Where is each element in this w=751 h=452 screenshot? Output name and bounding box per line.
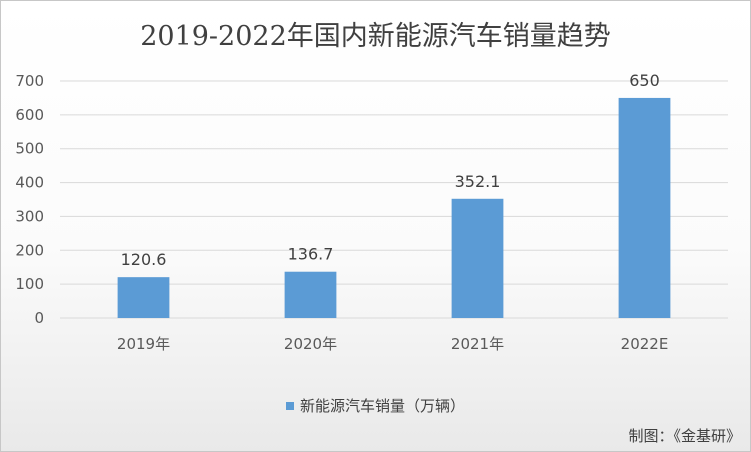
y-tick-label: 600 <box>15 106 44 124</box>
legend-swatch <box>285 401 294 410</box>
bar <box>618 97 671 318</box>
y-tick-label: 700 <box>15 72 44 90</box>
legend: 新能源汽车销量（万辆） <box>0 395 751 416</box>
data-label: 136.7 <box>288 245 334 264</box>
bar <box>117 277 170 318</box>
legend-label: 新能源汽车销量（万辆） <box>299 397 465 415</box>
chart-title: 2019-2022年国内新能源汽车销量趋势 <box>140 21 611 52</box>
x-tick-label: 2021年 <box>451 335 504 353</box>
x-tick-label: 2020年 <box>284 335 337 353</box>
data-label: 352.1 <box>455 172 501 191</box>
data-label: 120.6 <box>121 250 167 269</box>
y-tick-label: 300 <box>15 207 44 225</box>
x-tick-label: 2022E <box>621 335 669 353</box>
x-tick-label: 2019年 <box>117 335 170 353</box>
y-tick-label: 100 <box>15 275 44 293</box>
y-tick-label: 200 <box>15 241 44 259</box>
y-tick-label: 500 <box>15 140 44 158</box>
bar <box>451 198 504 318</box>
y-tick-label: 0 <box>34 309 44 327</box>
bar <box>284 271 337 318</box>
data-label: 650 <box>629 71 660 90</box>
source-note: 制图：《金基研》 <box>628 427 741 445</box>
y-tick-label: 400 <box>15 174 44 192</box>
